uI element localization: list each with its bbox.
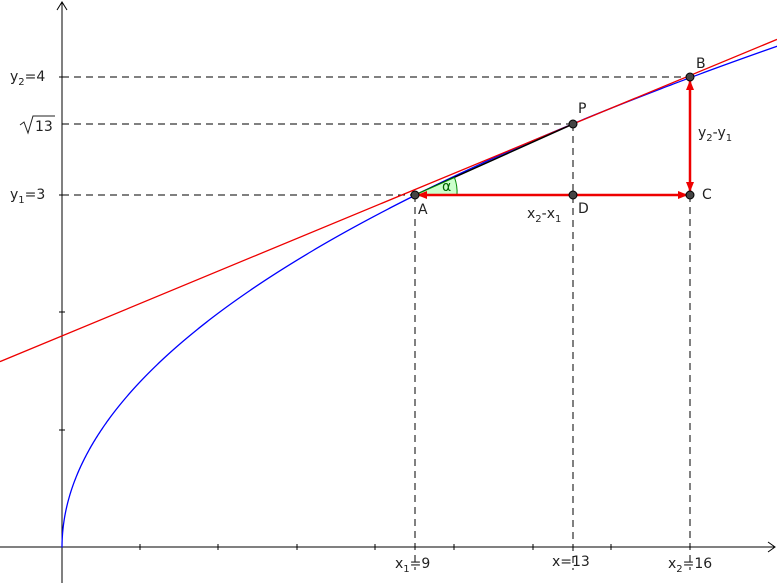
y-label: y2=4 — [10, 69, 45, 88]
point-label: A — [418, 202, 428, 218]
tangent-line — [0, 38, 777, 363]
points — [410, 72, 695, 200]
dy-label: y2-y1 — [698, 125, 732, 144]
sqrt-label: 13 — [19, 115, 55, 135]
angle-label: α — [442, 179, 451, 195]
x-label: x2=16 — [668, 556, 712, 575]
y-label: y1=3 — [10, 187, 45, 206]
point-label: B — [696, 56, 706, 72]
dx-label: x2-x1 — [527, 206, 561, 225]
radicand: 13 — [35, 119, 53, 135]
point-label: C — [702, 187, 712, 203]
x-label: x=13 — [552, 554, 590, 570]
point-label: P — [578, 101, 586, 117]
guides — [62, 76, 691, 570]
point-label: D — [578, 201, 589, 217]
sqrt-curve — [61, 45, 777, 548]
x-label: x1=9 — [395, 556, 430, 575]
